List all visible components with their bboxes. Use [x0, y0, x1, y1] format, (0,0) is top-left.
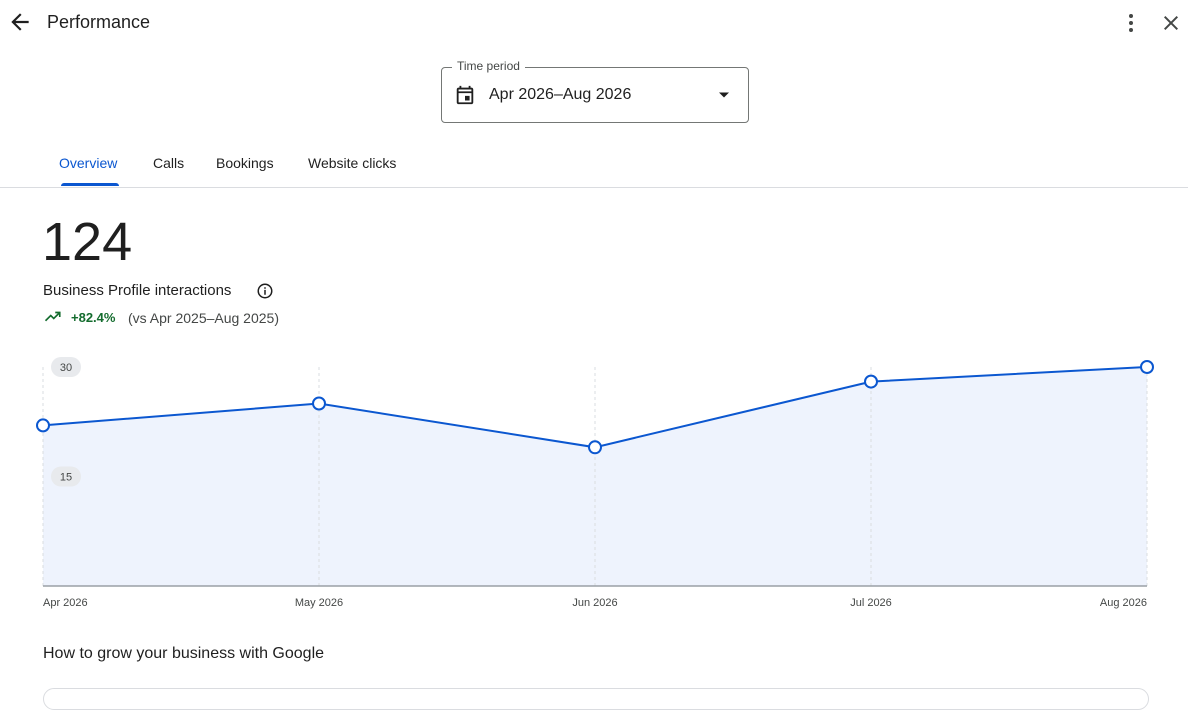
x-tick-label: Apr 2026 [43, 597, 88, 609]
data-point [1140, 360, 1154, 374]
top-bar: Performance [0, 0, 1188, 46]
interactions-label: Business Profile interactions [43, 282, 232, 299]
data-point [312, 396, 326, 411]
time-period-select[interactable]: Time period Apr 2026–Aug 2026 [441, 59, 749, 123]
y-tick-label: 15 [60, 472, 72, 484]
section-title: How to grow your business with Google [43, 645, 325, 662]
y-tick-chip [51, 357, 81, 377]
comparison-period: (vs Apr 2025–Aug 2025) [128, 310, 279, 326]
y-tick-chip [51, 466, 81, 487]
info-icon[interactable] [256, 282, 274, 300]
active-tab-indicator [61, 183, 119, 186]
close-button[interactable] [1159, 11, 1183, 35]
data-point [864, 374, 878, 389]
tab-website-clicks[interactable]: Website clicks [308, 155, 397, 171]
data-point [36, 418, 50, 433]
interactions-chart: 30 15 Apr 2026 May 2026 Jun 2026 Jul 2026 Aug … [36, 357, 1154, 609]
grow-business-card[interactable] [43, 688, 1149, 710]
dropdown-arrow-icon [719, 92, 729, 98]
interactions-count: 124 [42, 212, 133, 272]
data-point [588, 440, 602, 455]
page-title: Performance [47, 12, 151, 32]
x-tick-label: Jul 2026 [850, 597, 892, 609]
more-vert-icon [1129, 14, 1133, 32]
x-tick-label: Jun 2026 [572, 597, 617, 609]
calendar-icon [456, 85, 474, 105]
back-button[interactable] [7, 9, 33, 35]
tab-bar: Overview Calls Bookings Website clicks [0, 140, 1188, 188]
more-options-button[interactable] [1119, 11, 1143, 35]
time-period-value: Apr 2026–Aug 2026 [489, 86, 632, 103]
tab-calls[interactable]: Calls [153, 155, 185, 171]
tab-bookings[interactable]: Bookings [216, 155, 274, 171]
close-icon [1164, 16, 1178, 30]
x-tick-label: May 2026 [295, 597, 343, 609]
arrow-back-icon [11, 13, 29, 31]
tab-overview[interactable]: Overview [59, 155, 118, 171]
trending-up-icon [44, 311, 61, 322]
change-percent: +82.4% [71, 310, 116, 325]
y-tick-label: 30 [60, 362, 72, 374]
time-period-label: Time period [452, 59, 525, 73]
x-tick-label: Aug 2026 [1100, 597, 1147, 609]
